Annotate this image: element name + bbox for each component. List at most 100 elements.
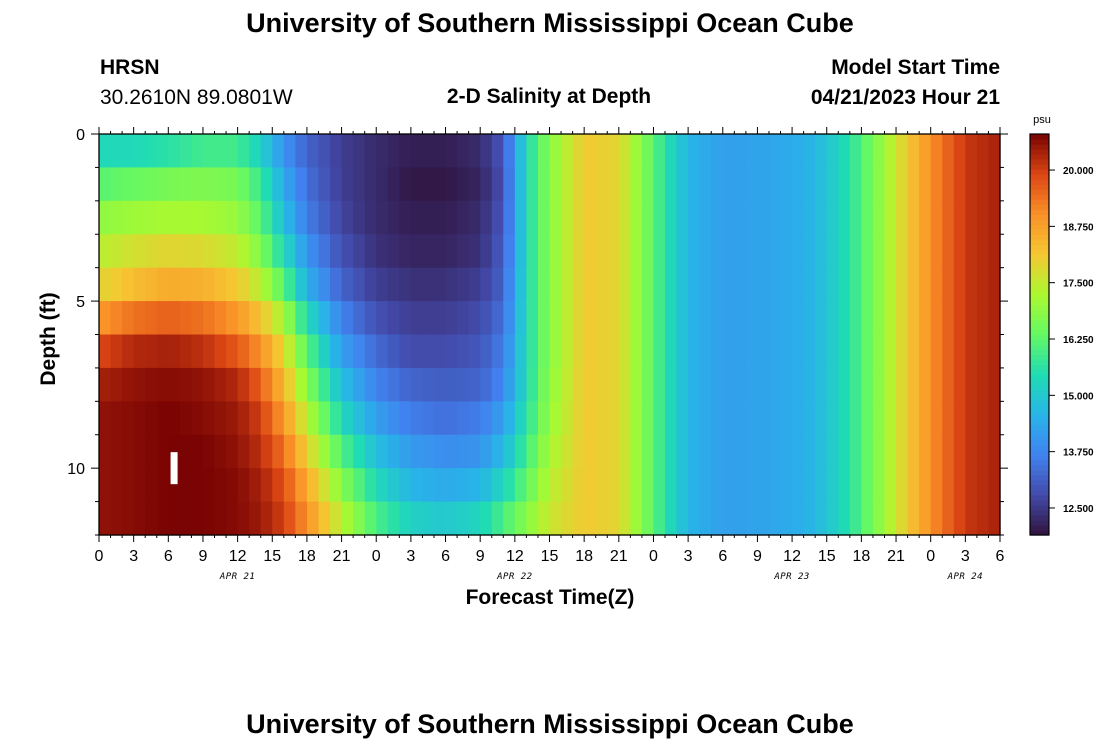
heatmap-cell — [399, 167, 412, 202]
heatmap-cell — [699, 267, 712, 302]
heatmap-cell — [872, 434, 886, 469]
heatmap-cell — [861, 501, 874, 536]
heatmap-cell — [260, 334, 273, 369]
heatmap-cell — [433, 501, 447, 536]
heatmap-cell — [179, 401, 193, 436]
heatmap-cell — [561, 501, 574, 536]
heatmap-cell — [514, 501, 527, 536]
heatmap-cell — [953, 401, 966, 436]
heatmap-cell — [572, 468, 585, 503]
heatmap-cell — [768, 334, 782, 369]
heatmap-cell — [168, 401, 181, 436]
heatmap-cell — [306, 334, 320, 369]
heatmap-cell — [457, 301, 470, 336]
heatmap-cell — [318, 200, 331, 235]
heatmap-cell — [445, 468, 458, 503]
heatmap-cell — [249, 301, 262, 336]
heatmap-cell — [514, 134, 527, 169]
heatmap-cell — [433, 234, 447, 269]
heatmap-cell — [665, 468, 678, 503]
colorbar-swatch — [1030, 379, 1049, 386]
heatmap-cell — [607, 167, 620, 202]
colorbar-swatch — [1030, 204, 1049, 210]
heatmap-cell — [226, 501, 239, 536]
colorbar-frame — [1029, 133, 1050, 536]
heatmap-cell — [537, 167, 551, 202]
colorbar-swatch — [1030, 404, 1049, 411]
heatmap-cell — [179, 301, 193, 336]
heatmap-cell — [815, 434, 828, 469]
heatmap-cell — [838, 301, 851, 336]
colorbar-swatch — [1030, 244, 1049, 250]
heatmap-cell — [792, 367, 805, 402]
heatmap-cell — [468, 401, 481, 436]
page-title: University of Southern Mississippi Ocean… — [246, 8, 854, 38]
colorbar-swatch — [1030, 154, 1049, 160]
heatmap-cell — [872, 200, 886, 235]
heatmap-cell — [491, 501, 504, 536]
heatmap-cell — [318, 267, 331, 302]
heatmap-cell — [480, 401, 493, 436]
heatmap-cell — [526, 134, 539, 169]
heatmap-cell — [722, 367, 735, 402]
heatmap-cell — [919, 434, 932, 469]
heatmap-cell — [364, 367, 377, 402]
heatmap-cell — [792, 267, 805, 302]
heatmap-cell — [745, 334, 759, 369]
heatmap-cell — [572, 401, 585, 436]
heatmap-cell — [699, 468, 712, 503]
heatmap-cell — [156, 134, 169, 169]
heatmap-cell — [295, 334, 308, 369]
heatmap-cell — [861, 301, 874, 336]
heatmap-cell — [422, 468, 435, 503]
heatmap-cell — [168, 501, 181, 536]
heatmap-cell — [260, 301, 273, 336]
heatmap-cell — [133, 401, 146, 436]
heatmap-cell — [237, 501, 250, 536]
heatmap-cell — [387, 301, 400, 336]
heatmap-cell — [133, 301, 146, 336]
heatmap-cell — [549, 167, 562, 202]
heatmap-cell — [249, 401, 262, 436]
heatmap-cell — [445, 167, 458, 202]
heatmap-cell — [376, 334, 389, 369]
heatmap-cell — [387, 167, 400, 202]
heatmap-cell — [526, 267, 539, 302]
heatmap-cell — [965, 401, 978, 436]
heatmap-cell — [711, 134, 724, 169]
heatmap-cell — [445, 367, 458, 402]
heatmap-cell — [295, 167, 308, 202]
heatmap-cell — [780, 167, 793, 202]
heatmap-cell — [110, 501, 123, 536]
heatmap-cell — [457, 468, 470, 503]
heatmap-cell — [179, 167, 193, 202]
colorbar-swatch — [1030, 144, 1049, 150]
heatmap-cell — [480, 434, 493, 469]
heatmap-cell — [734, 367, 747, 402]
heatmap-cell — [145, 401, 158, 436]
heatmap-cell — [110, 134, 123, 169]
heatmap-cell — [768, 468, 782, 503]
heatmap-cell — [768, 200, 782, 235]
heatmap-cell — [260, 401, 273, 436]
heatmap-cell — [491, 434, 504, 469]
heatmap-cell — [734, 234, 747, 269]
colorbar-swatch — [1030, 359, 1049, 366]
heatmap-cell — [537, 367, 551, 402]
heatmap-cell — [480, 267, 493, 302]
heatmap-cell — [884, 301, 897, 336]
heatmap-cell — [849, 200, 862, 235]
heatmap-cell — [364, 401, 377, 436]
heatmap-cell — [168, 267, 181, 302]
colorbar-swatch — [1030, 384, 1049, 391]
heatmap-cell — [653, 434, 666, 469]
heatmap-cell — [526, 501, 539, 536]
heatmap-cell — [503, 334, 516, 369]
heatmap-cell — [376, 401, 389, 436]
heatmap-cell — [826, 334, 839, 369]
heatmap-cell — [792, 501, 805, 536]
heatmap-cell — [503, 134, 516, 169]
x-tick-label: 6 — [718, 548, 727, 565]
heatmap-cell — [595, 334, 608, 369]
heatmap-cell — [988, 267, 1001, 302]
